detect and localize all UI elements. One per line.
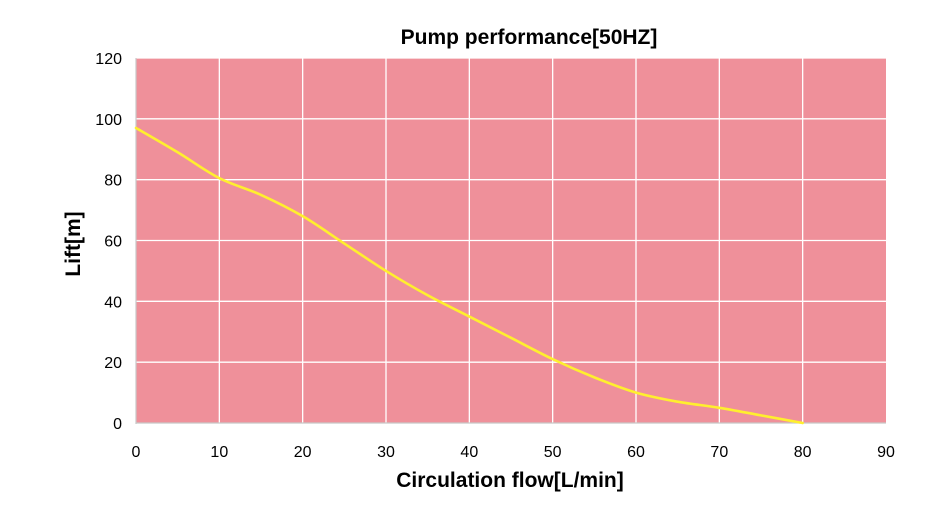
y-axis-label: Lift[m] [62,211,85,276]
x-tick-label: 20 [294,444,312,461]
x-tick-label: 60 [627,444,645,461]
x-tick-label: 0 [132,444,141,461]
pump-curve-line [134,126,804,425]
x-tick-label: 50 [544,444,562,461]
x-tick-label: 10 [210,444,228,461]
x-axis-label: Circulation flow[L/min] [396,469,623,492]
x-tick-label: 70 [710,444,728,461]
y-tick-label: 0 [113,416,122,433]
y-tick-label: 60 [104,234,122,251]
x-tick-label: 80 [794,444,812,461]
x-tick-label: 40 [460,444,478,461]
x-tick-label: 30 [377,444,395,461]
y-tick-label: 20 [104,355,122,372]
x-tick-label: 90 [877,444,895,461]
y-tick-label: 40 [104,294,122,311]
y-tick-label: 80 [104,173,122,190]
chart-title: Pump performance[50HZ] [401,26,658,49]
y-tick-label: 120 [95,51,122,68]
y-tick-label: 100 [95,112,122,129]
